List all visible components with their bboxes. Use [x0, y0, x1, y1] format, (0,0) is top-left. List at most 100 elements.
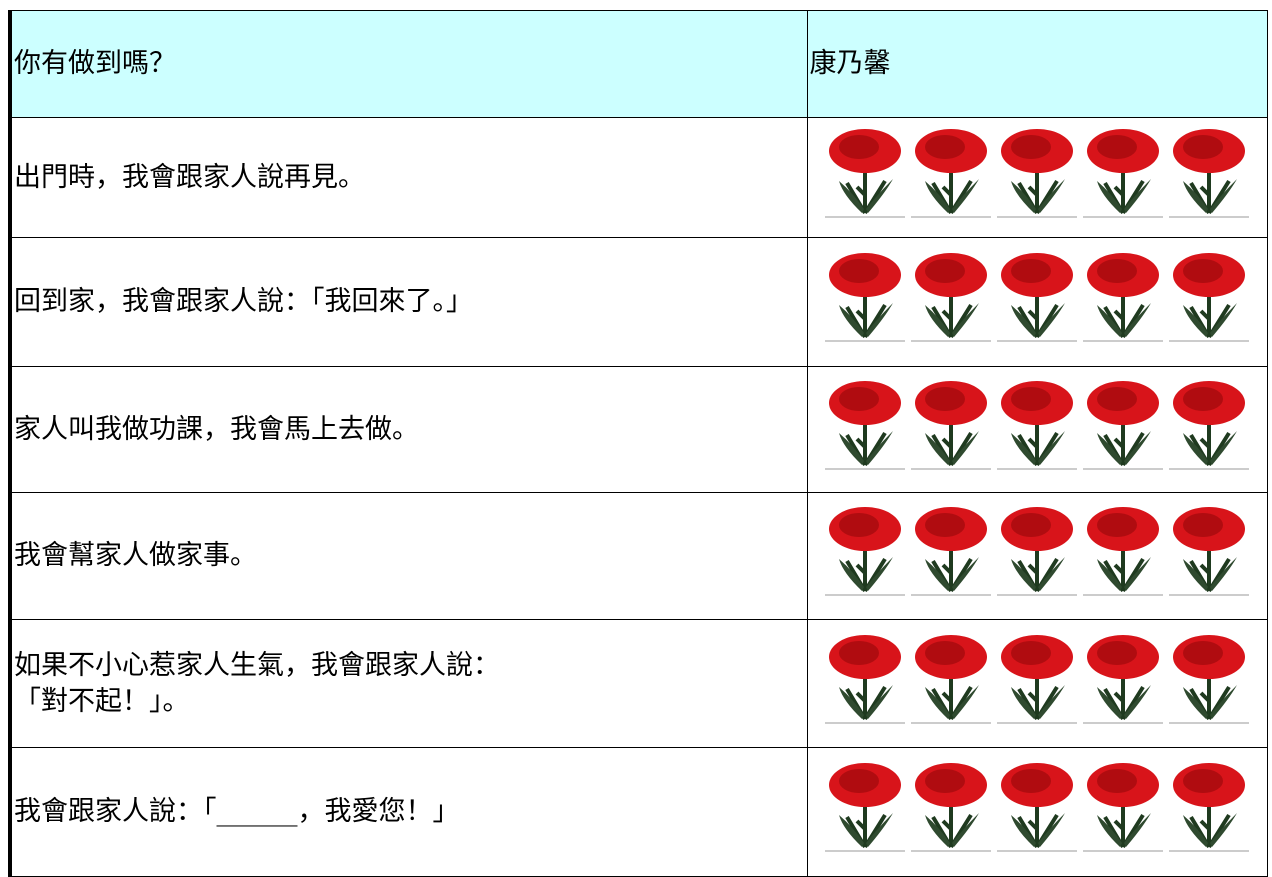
carnation: [1083, 507, 1163, 596]
carnation: [1083, 253, 1163, 342]
carnation: [1169, 253, 1249, 342]
carnation: [997, 253, 1077, 342]
statement-text: 回到家，我會跟家人說：「我回來了。」: [14, 286, 473, 317]
row: 我會幫家人做家事。: [8, 492, 1268, 620]
stem: [931, 670, 973, 720]
stem: [931, 416, 973, 466]
leaves: [1097, 303, 1151, 337]
stem: [1189, 164, 1231, 214]
petals-shade: [1183, 640, 1223, 665]
checklist-table: 你有做到嗎？ 康乃馨 出門時，我會跟家人說再見。 回到家，我會跟家人說：「我回來了…: [8, 10, 1268, 877]
petals-shade: [1011, 769, 1051, 793]
flower-strip: [825, 380, 1249, 469]
petals-shade: [839, 259, 879, 283]
carnation: [911, 634, 991, 723]
leaves: [925, 303, 979, 337]
carnation: [997, 507, 1077, 596]
statement-cell: 我會跟家人說：「______，我愛您！」: [8, 747, 808, 877]
petals-shade: [839, 769, 879, 793]
statement-cell: 出門時，我會跟家人說再見。: [8, 117, 808, 238]
petals-shade: [1097, 386, 1137, 411]
petals-shade: [1097, 513, 1137, 537]
flower-cell: [806, 237, 1268, 367]
stem: [1103, 543, 1145, 593]
stem: [1189, 289, 1231, 339]
leaves: [1183, 684, 1237, 719]
flower-strip: [825, 634, 1249, 723]
leaves: [925, 557, 979, 591]
petals-shade: [1011, 640, 1051, 665]
carnation: [825, 128, 905, 217]
row: 家人叫我做功課，我會馬上去做。: [8, 366, 1268, 493]
stem: [1189, 416, 1231, 466]
stem: [845, 799, 887, 849]
leaves: [925, 178, 979, 213]
stem: [1103, 164, 1145, 214]
row: 如果不小心惹家人生氣，我會跟家人說： 「對不起！」。: [8, 619, 1268, 748]
carnation: [1083, 380, 1163, 469]
flower-cell: [806, 619, 1268, 748]
stem: [1103, 799, 1145, 849]
stem: [1017, 543, 1059, 593]
stem: [1103, 670, 1145, 720]
stem: [1017, 164, 1059, 214]
leaves: [1183, 557, 1237, 591]
leaves: [839, 430, 893, 465]
flower-cell: [806, 492, 1268, 620]
leaves: [1011, 430, 1065, 465]
row: 回到家，我會跟家人說：「我回來了。」: [8, 237, 1268, 367]
carnation: [825, 763, 905, 852]
carnation: [1083, 634, 1163, 723]
row: 我會跟家人說：「______，我愛您！」: [8, 747, 1268, 877]
petals-shade: [1183, 769, 1223, 793]
leaves: [1097, 684, 1151, 719]
flower-cell: [806, 366, 1268, 493]
leaves: [925, 684, 979, 719]
petals-shade: [925, 134, 965, 159]
petals-shade: [1183, 386, 1223, 411]
carnation: [825, 380, 905, 469]
petals-shade: [1011, 386, 1051, 411]
petals-shade: [839, 640, 879, 665]
carnation: [997, 128, 1077, 217]
table-body: 你有做到嗎？ 康乃馨 出門時，我會跟家人說再見。 回到家，我會跟家人說：「我回來了…: [8, 10, 1268, 877]
leaves: [1097, 430, 1151, 465]
header-cell: 你有做到嗎？: [8, 10, 808, 118]
leaves: [839, 557, 893, 591]
stem: [1017, 670, 1059, 720]
petals-shade: [925, 513, 965, 537]
leaves: [839, 303, 893, 337]
flower-cell: [806, 747, 1268, 877]
flower-strip: [825, 507, 1249, 596]
statement-cell: 回到家，我會跟家人說：「我回來了。」: [8, 237, 808, 367]
petals-shade: [925, 769, 965, 793]
flower-strip: [825, 253, 1249, 342]
stem: [1189, 799, 1231, 849]
statement-cell: 我會幫家人做家事。: [8, 492, 808, 620]
stem: [845, 289, 887, 339]
petals-shade: [1183, 513, 1223, 537]
carnation: [997, 380, 1077, 469]
carnation: [997, 763, 1077, 852]
statement-cell: 如果不小心惹家人生氣，我會跟家人說： 「對不起！」。: [8, 619, 808, 748]
leaves: [1011, 557, 1065, 591]
leaves: [839, 684, 893, 719]
leaves: [839, 178, 893, 213]
petals-shade: [925, 640, 965, 665]
carnation: [825, 253, 905, 342]
petals-shade: [1097, 134, 1137, 159]
petals-shade: [839, 513, 879, 537]
leaves: [1183, 178, 1237, 213]
flower-strip: [825, 763, 1249, 852]
carnation: [1169, 128, 1249, 217]
leaves: [839, 813, 893, 847]
stem: [1017, 289, 1059, 339]
stem: [931, 289, 973, 339]
carnation: [911, 128, 991, 217]
statement-text: 我會幫家人做家事。: [14, 540, 257, 571]
carnation: [1169, 763, 1249, 852]
petals-shade: [1011, 259, 1051, 283]
carnation: [825, 507, 905, 596]
leaves: [1183, 430, 1237, 465]
